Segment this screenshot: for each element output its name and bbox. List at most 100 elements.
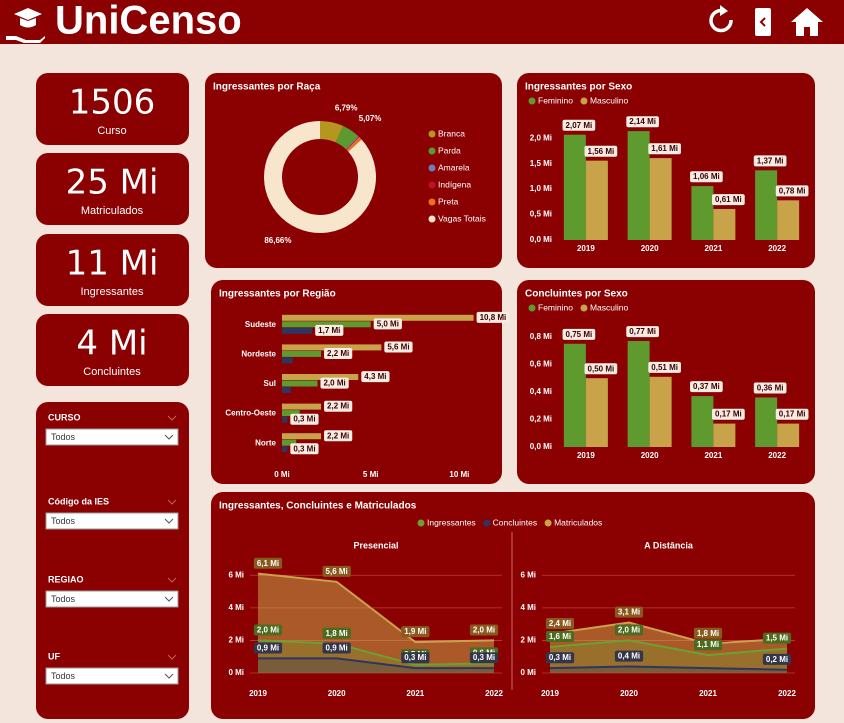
value-label: 1,06 Mi xyxy=(693,172,720,181)
label-box xyxy=(626,116,659,128)
value-label: 0,61 Mi xyxy=(715,195,742,204)
legend-dot xyxy=(483,519,491,527)
back-button[interactable] xyxy=(755,8,771,36)
y-tick-label: 2 Mi xyxy=(228,636,244,645)
value-label: 1,5 Mi xyxy=(766,634,788,643)
dropdown-arrow xyxy=(164,434,174,440)
refresh-button[interactable] xyxy=(709,5,733,33)
legend-label: Feminino xyxy=(538,302,573,312)
label-box xyxy=(469,624,499,636)
card xyxy=(36,234,189,306)
x-tick-label: 2019 xyxy=(577,244,595,253)
value-label: 5,6 Mi xyxy=(387,343,409,352)
value-label: 4,3 Mi xyxy=(364,372,386,381)
x-tick-label: 2021 xyxy=(704,451,722,460)
label-box xyxy=(545,631,575,643)
series-line xyxy=(257,639,495,666)
header-bar xyxy=(0,0,844,44)
dropdown-box[interactable] xyxy=(45,512,179,530)
logo xyxy=(6,8,45,43)
label-box xyxy=(648,361,681,373)
value-label: 3,1 Mi xyxy=(618,608,640,617)
slice-label: 5,07% xyxy=(359,114,382,123)
value-label: 0,50 Mi xyxy=(588,364,615,373)
label-box xyxy=(253,557,283,569)
label-box xyxy=(693,627,723,639)
x-tick-label: 2020 xyxy=(328,689,346,698)
value-label: 0,9 Mi xyxy=(326,643,348,652)
label-box xyxy=(253,642,283,654)
legend-dot xyxy=(428,147,436,155)
y-tick-label: 6 Mi xyxy=(228,570,244,579)
label-box xyxy=(290,413,319,425)
chart-title: Ingressantes, Concluintes e Matriculados xyxy=(219,501,417,512)
filter-dropdown[interactable]: Todos xyxy=(45,512,179,530)
filter-label: UF xyxy=(48,651,60,661)
value-label: 0,9 Mi xyxy=(257,643,279,652)
y-tick-label: Sudeste xyxy=(245,320,277,329)
x-tick-label: 2022 xyxy=(768,451,786,460)
bar xyxy=(282,433,322,440)
legend-label: Parda xyxy=(438,145,461,155)
pie-slice xyxy=(346,136,360,150)
card xyxy=(211,280,502,484)
legend-dot xyxy=(580,304,588,312)
bar xyxy=(691,186,714,240)
dropdown-box[interactable] xyxy=(45,428,179,446)
label-box xyxy=(690,381,723,393)
value-label: 0,75 Mi xyxy=(566,330,593,339)
dropdown-value: Todos xyxy=(51,594,76,604)
value-label: 0,78 Mi xyxy=(779,186,806,195)
bar xyxy=(563,134,586,240)
value-label: 0,37 Mi xyxy=(693,382,720,391)
bar xyxy=(282,416,288,423)
label-box xyxy=(762,653,792,665)
filter-chevron xyxy=(167,415,177,421)
panel-subtitle: A Distância xyxy=(644,540,694,550)
label-box xyxy=(753,382,787,394)
value-label: 1,1 Mi xyxy=(697,640,719,649)
x-tick-label: 2021 xyxy=(699,689,717,698)
value-label: 0,77 Mi xyxy=(629,327,656,336)
bar xyxy=(282,380,318,387)
value-label: 5,6 Mi xyxy=(326,567,348,576)
bar xyxy=(585,378,608,447)
bar xyxy=(649,158,672,240)
value-label: 1,37 Mi xyxy=(757,156,784,165)
bar xyxy=(713,423,736,447)
legend-label: Branca xyxy=(438,128,465,138)
kpi-value: 25 Mi xyxy=(66,163,159,203)
x-tick-label: 2022 xyxy=(485,689,503,698)
dropdown-box[interactable] xyxy=(45,667,179,685)
dropdown-value: Todos xyxy=(51,671,76,681)
y-tick-label: 0,2 Mi xyxy=(530,415,552,424)
legend-dot xyxy=(428,181,436,189)
x-tick-label: 2021 xyxy=(704,244,722,253)
app-title: UniCenso xyxy=(55,0,242,43)
filter-dropdown[interactable]: Todos xyxy=(45,428,179,446)
bar xyxy=(585,160,608,240)
y-tick-label: 0,8 Mi xyxy=(530,332,552,341)
legend-label: Masculino xyxy=(590,302,629,312)
home-button[interactable] xyxy=(791,8,823,36)
filter-dropdown[interactable]: Todos xyxy=(45,590,179,608)
filter-dropdown[interactable]: Todos xyxy=(45,667,179,685)
y-tick-label: 4 Mi xyxy=(228,603,244,612)
chart-title: Ingressantes por Sexo xyxy=(525,82,632,93)
card xyxy=(36,402,189,719)
label-box xyxy=(712,408,745,420)
legend-label: Ingressantes xyxy=(427,517,476,527)
chart-title: Concluintes por Sexo xyxy=(525,289,628,300)
dropdown-box[interactable] xyxy=(45,590,179,608)
filter-label: CURSO xyxy=(48,412,81,422)
label-box xyxy=(290,443,319,455)
label-box xyxy=(545,618,575,630)
bar xyxy=(282,410,300,417)
bar xyxy=(282,439,297,446)
y-tick-label: Sul xyxy=(264,379,276,388)
label-box xyxy=(775,185,809,197)
value-label: 5,0 Mi xyxy=(377,319,399,328)
series-area xyxy=(550,640,787,673)
chart-title: Ingressantes por Região xyxy=(219,289,336,300)
kpi-value: 11 Mi xyxy=(66,244,159,284)
